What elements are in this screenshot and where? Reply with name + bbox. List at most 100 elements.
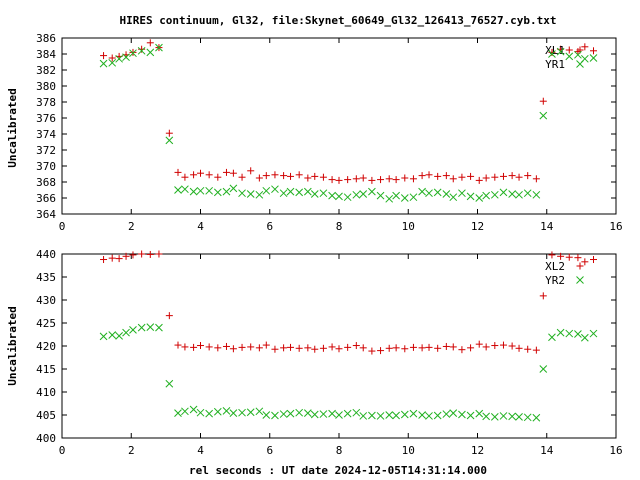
y-tick-label: 376 — [36, 112, 56, 125]
data-point-yr1 — [165, 136, 174, 145]
data-point-yr2 — [442, 410, 451, 418]
data-point-yr1 — [442, 190, 451, 198]
data-point-yr1 — [548, 50, 556, 58]
data-point-xl1 — [589, 47, 597, 55]
y-tick-label: 410 — [36, 386, 56, 399]
x-tick-label: 14 — [540, 220, 554, 233]
data-point-xl2 — [434, 344, 442, 352]
data-point-yr2 — [418, 411, 426, 419]
data-point-xl1 — [515, 173, 523, 181]
data-point-xl2 — [359, 344, 367, 352]
data-point-yr1 — [99, 59, 108, 68]
data-point-xl2 — [458, 346, 466, 354]
data-point-yr2 — [129, 326, 137, 334]
data-point-yr1 — [376, 191, 385, 200]
y-tick-label: 415 — [36, 363, 56, 376]
data-point-xl2 — [138, 250, 146, 258]
data-point-yr1 — [343, 193, 352, 202]
data-point-yr2 — [271, 411, 279, 420]
data-point-yr1 — [574, 50, 582, 59]
data-point-yr2 — [523, 413, 532, 422]
data-point-yr1 — [181, 185, 189, 194]
data-point-xl1 — [499, 172, 507, 180]
data-point-xl2 — [190, 343, 198, 351]
data-point-yr1 — [122, 53, 130, 62]
data-point-yr1 — [246, 190, 255, 198]
y-tick-label: 435 — [36, 271, 56, 284]
data-point-xl2 — [108, 254, 116, 262]
y-tick-label: 405 — [36, 409, 56, 422]
data-point-yr2 — [548, 333, 556, 342]
data-point-xl1 — [311, 172, 319, 180]
data-point-yr2 — [580, 333, 589, 342]
data-point-xl1 — [205, 171, 213, 179]
legend-marker-xl2 — [576, 262, 584, 270]
data-point-yr1 — [319, 189, 328, 198]
data-point-yr2 — [238, 408, 246, 417]
y-tick-label: 430 — [36, 294, 56, 307]
data-point-yr2 — [295, 408, 304, 417]
data-point-xl1 — [475, 176, 483, 184]
data-point-xl1 — [280, 172, 288, 180]
data-point-xl2 — [255, 344, 263, 352]
data-point-yr1 — [310, 190, 319, 198]
y-tick-label: 368 — [36, 176, 56, 189]
data-point-xl2 — [271, 345, 279, 353]
data-point-yr2 — [565, 329, 574, 338]
data-point-yr2 — [499, 412, 508, 420]
data-point-yr1 — [490, 190, 499, 199]
x-tick-label: 16 — [609, 444, 622, 457]
data-point-xl1 — [377, 176, 385, 184]
data-point-yr1 — [108, 58, 117, 67]
data-point-xl2 — [352, 342, 360, 350]
y-axis-label-top: Uncalibrated — [6, 88, 19, 167]
data-point-xl1 — [368, 176, 376, 184]
data-point-xl2 — [491, 342, 499, 350]
data-point-xl2 — [385, 344, 393, 352]
x-tick-label: 6 — [266, 220, 273, 233]
data-point-xl1 — [482, 174, 490, 182]
data-point-xl1 — [146, 39, 154, 47]
data-point-yr2 — [376, 412, 385, 420]
data-point-yr2 — [343, 409, 352, 418]
data-point-yr2 — [532, 413, 541, 422]
data-point-xl2 — [425, 343, 433, 351]
data-point-xl1 — [392, 176, 400, 184]
data-point-yr1 — [286, 187, 295, 196]
data-point-xl1 — [138, 45, 146, 53]
data-point-yr1 — [189, 187, 198, 196]
x-axis-label: rel seconds : UT date 2024-12-05T14:31:1… — [189, 464, 487, 477]
data-point-xl2 — [467, 344, 475, 352]
data-point-xl1 — [344, 176, 352, 184]
data-point-xl1 — [401, 174, 409, 182]
data-point-yr2 — [196, 408, 205, 417]
data-point-yr1 — [400, 194, 409, 202]
data-point-xl1 — [328, 176, 336, 184]
data-point-xl1 — [100, 52, 108, 60]
data-point-yr2 — [368, 411, 376, 420]
data-point-xl1 — [359, 174, 367, 182]
x-tick-label: 8 — [336, 220, 343, 233]
data-point-yr1 — [392, 191, 400, 200]
data-point-yr2 — [262, 411, 271, 419]
data-point-xl1 — [229, 169, 237, 177]
data-point-yr2 — [359, 412, 368, 420]
data-point-yr2 — [425, 412, 433, 420]
data-point-xl2 — [344, 343, 352, 351]
data-point-yr1 — [466, 192, 475, 201]
x-tick-label: 0 — [59, 220, 66, 233]
data-point-yr1 — [174, 186, 182, 194]
data-point-yr2 — [574, 330, 582, 338]
y-tick-label: 364 — [36, 208, 56, 221]
data-point-yr2 — [385, 411, 394, 419]
data-point-xl1 — [129, 48, 137, 56]
data-point-yr2 — [458, 410, 466, 419]
data-point-xl2 — [328, 343, 336, 351]
data-point-xl1 — [335, 176, 343, 184]
data-point-yr2 — [319, 410, 328, 418]
legend-marker-yr2 — [576, 276, 584, 284]
x-tick-label: 12 — [471, 220, 484, 233]
data-point-xl2 — [515, 344, 523, 352]
y-tick-label: 420 — [36, 340, 56, 353]
